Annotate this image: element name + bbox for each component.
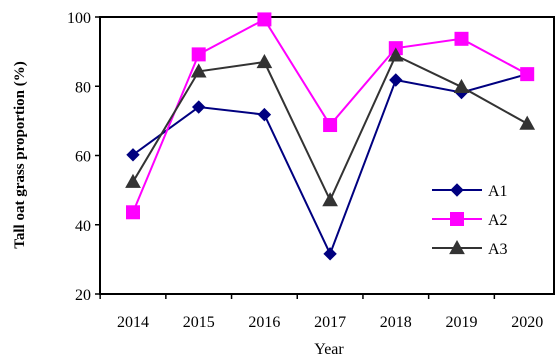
legend-item-a3: A3 xyxy=(432,239,508,258)
x-tick-label: 2017 xyxy=(314,314,346,331)
series-a3-point xyxy=(387,47,404,62)
legend: A1 A2 A3 xyxy=(432,183,508,258)
x-tick-label: 2019 xyxy=(446,314,478,331)
y-tick-label: 20 xyxy=(75,287,91,304)
x-tick-label: 2014 xyxy=(117,314,149,331)
legend-item-a2: A2 xyxy=(432,212,508,229)
x-tick-label: 2020 xyxy=(511,314,543,331)
series-a2-point xyxy=(323,118,338,133)
y-tick-label: 100 xyxy=(67,10,91,27)
series-a1-point xyxy=(323,247,337,261)
series-a3 xyxy=(125,47,536,207)
y-axis-title: Tall oat grass proportion (%) xyxy=(12,61,28,249)
y-axis-ticks: 20 40 60 80 100 xyxy=(67,10,100,304)
series-a2-point xyxy=(191,47,206,62)
series-a1-line xyxy=(132,73,528,257)
series-a1-point xyxy=(126,148,140,162)
series-a1-point xyxy=(257,107,272,122)
x-axis-ticks: 2014 2015 2016 2017 2018 2019 2020 xyxy=(99,294,543,331)
series-a2-point xyxy=(454,31,469,46)
series-a3-point xyxy=(256,53,273,69)
series-a2 xyxy=(126,12,535,220)
legend-label: A3 xyxy=(488,241,508,258)
series-a3-point xyxy=(519,115,536,130)
y-tick-label: 40 xyxy=(75,218,91,235)
series-a1-point xyxy=(191,100,206,114)
legend-label: A1 xyxy=(488,183,508,200)
series-group xyxy=(125,12,536,261)
series-a1 xyxy=(126,67,534,261)
legend-marker xyxy=(450,212,464,226)
series-a3-point xyxy=(322,192,338,207)
x-tick-label: 2018 xyxy=(380,314,412,331)
x-tick-label: 2016 xyxy=(248,314,280,331)
series-a3-point xyxy=(453,78,470,94)
y-tick-label: 60 xyxy=(75,149,91,166)
series-a3-point xyxy=(125,173,141,188)
legend-marker xyxy=(449,239,465,255)
x-axis-title: Year xyxy=(314,341,344,358)
series-a1-point xyxy=(389,73,403,87)
x-tick-label: 2015 xyxy=(183,314,215,331)
series-a2-point xyxy=(520,67,535,82)
series-a2-point xyxy=(257,12,272,27)
legend-item-a1: A1 xyxy=(432,183,508,200)
series-a3-point xyxy=(190,63,207,78)
legend-marker xyxy=(450,183,464,197)
legend-label: A2 xyxy=(488,212,508,229)
series-a2-point xyxy=(126,205,140,220)
y-tick-label: 80 xyxy=(75,79,91,96)
